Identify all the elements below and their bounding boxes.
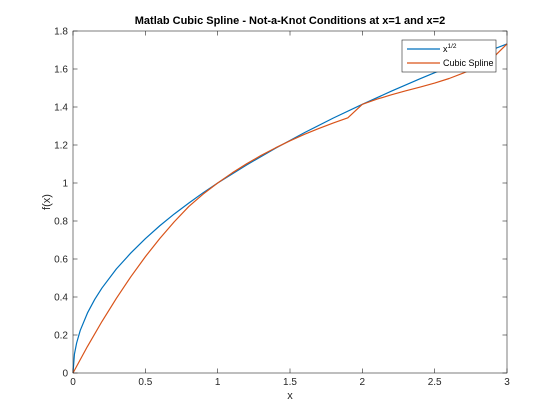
x-tick-label: 2 — [360, 377, 366, 388]
plot-area-background — [73, 31, 507, 373]
y-tick-label: 0.4 — [54, 293, 68, 304]
x-tick-label: 1.5 — [283, 377, 297, 388]
y-axis-label: f(x) — [41, 194, 53, 210]
y-tick-label: 0.8 — [54, 217, 68, 228]
chart-title: Matlab Cubic Spline - Not-a-Knot Conditi… — [135, 15, 445, 27]
y-tick-label: 0.2 — [54, 331, 68, 342]
x-tick-label: 3 — [504, 377, 510, 388]
x-tick-label: 0.5 — [138, 377, 152, 388]
y-tick-label: 1.8 — [54, 27, 68, 38]
x-tick-label: 1 — [215, 377, 221, 388]
legend: x1/2 Cubic Spline — [402, 40, 496, 72]
y-tick-label: 1.2 — [54, 141, 68, 152]
y-tick-label: 0.6 — [54, 255, 68, 266]
y-tick-label: 1.6 — [54, 65, 68, 76]
x-tick-label: 2.5 — [428, 377, 442, 388]
y-tick-label: 0 — [62, 369, 68, 380]
legend-label-spline: Cubic Spline — [443, 58, 494, 68]
y-tick-label: 1.4 — [54, 103, 68, 114]
x-axis-label: x — [287, 390, 293, 402]
y-tick-label: 1 — [62, 179, 68, 190]
legend-superscript: 1/2 — [448, 43, 457, 50]
x-tick-label: 0 — [70, 377, 76, 388]
